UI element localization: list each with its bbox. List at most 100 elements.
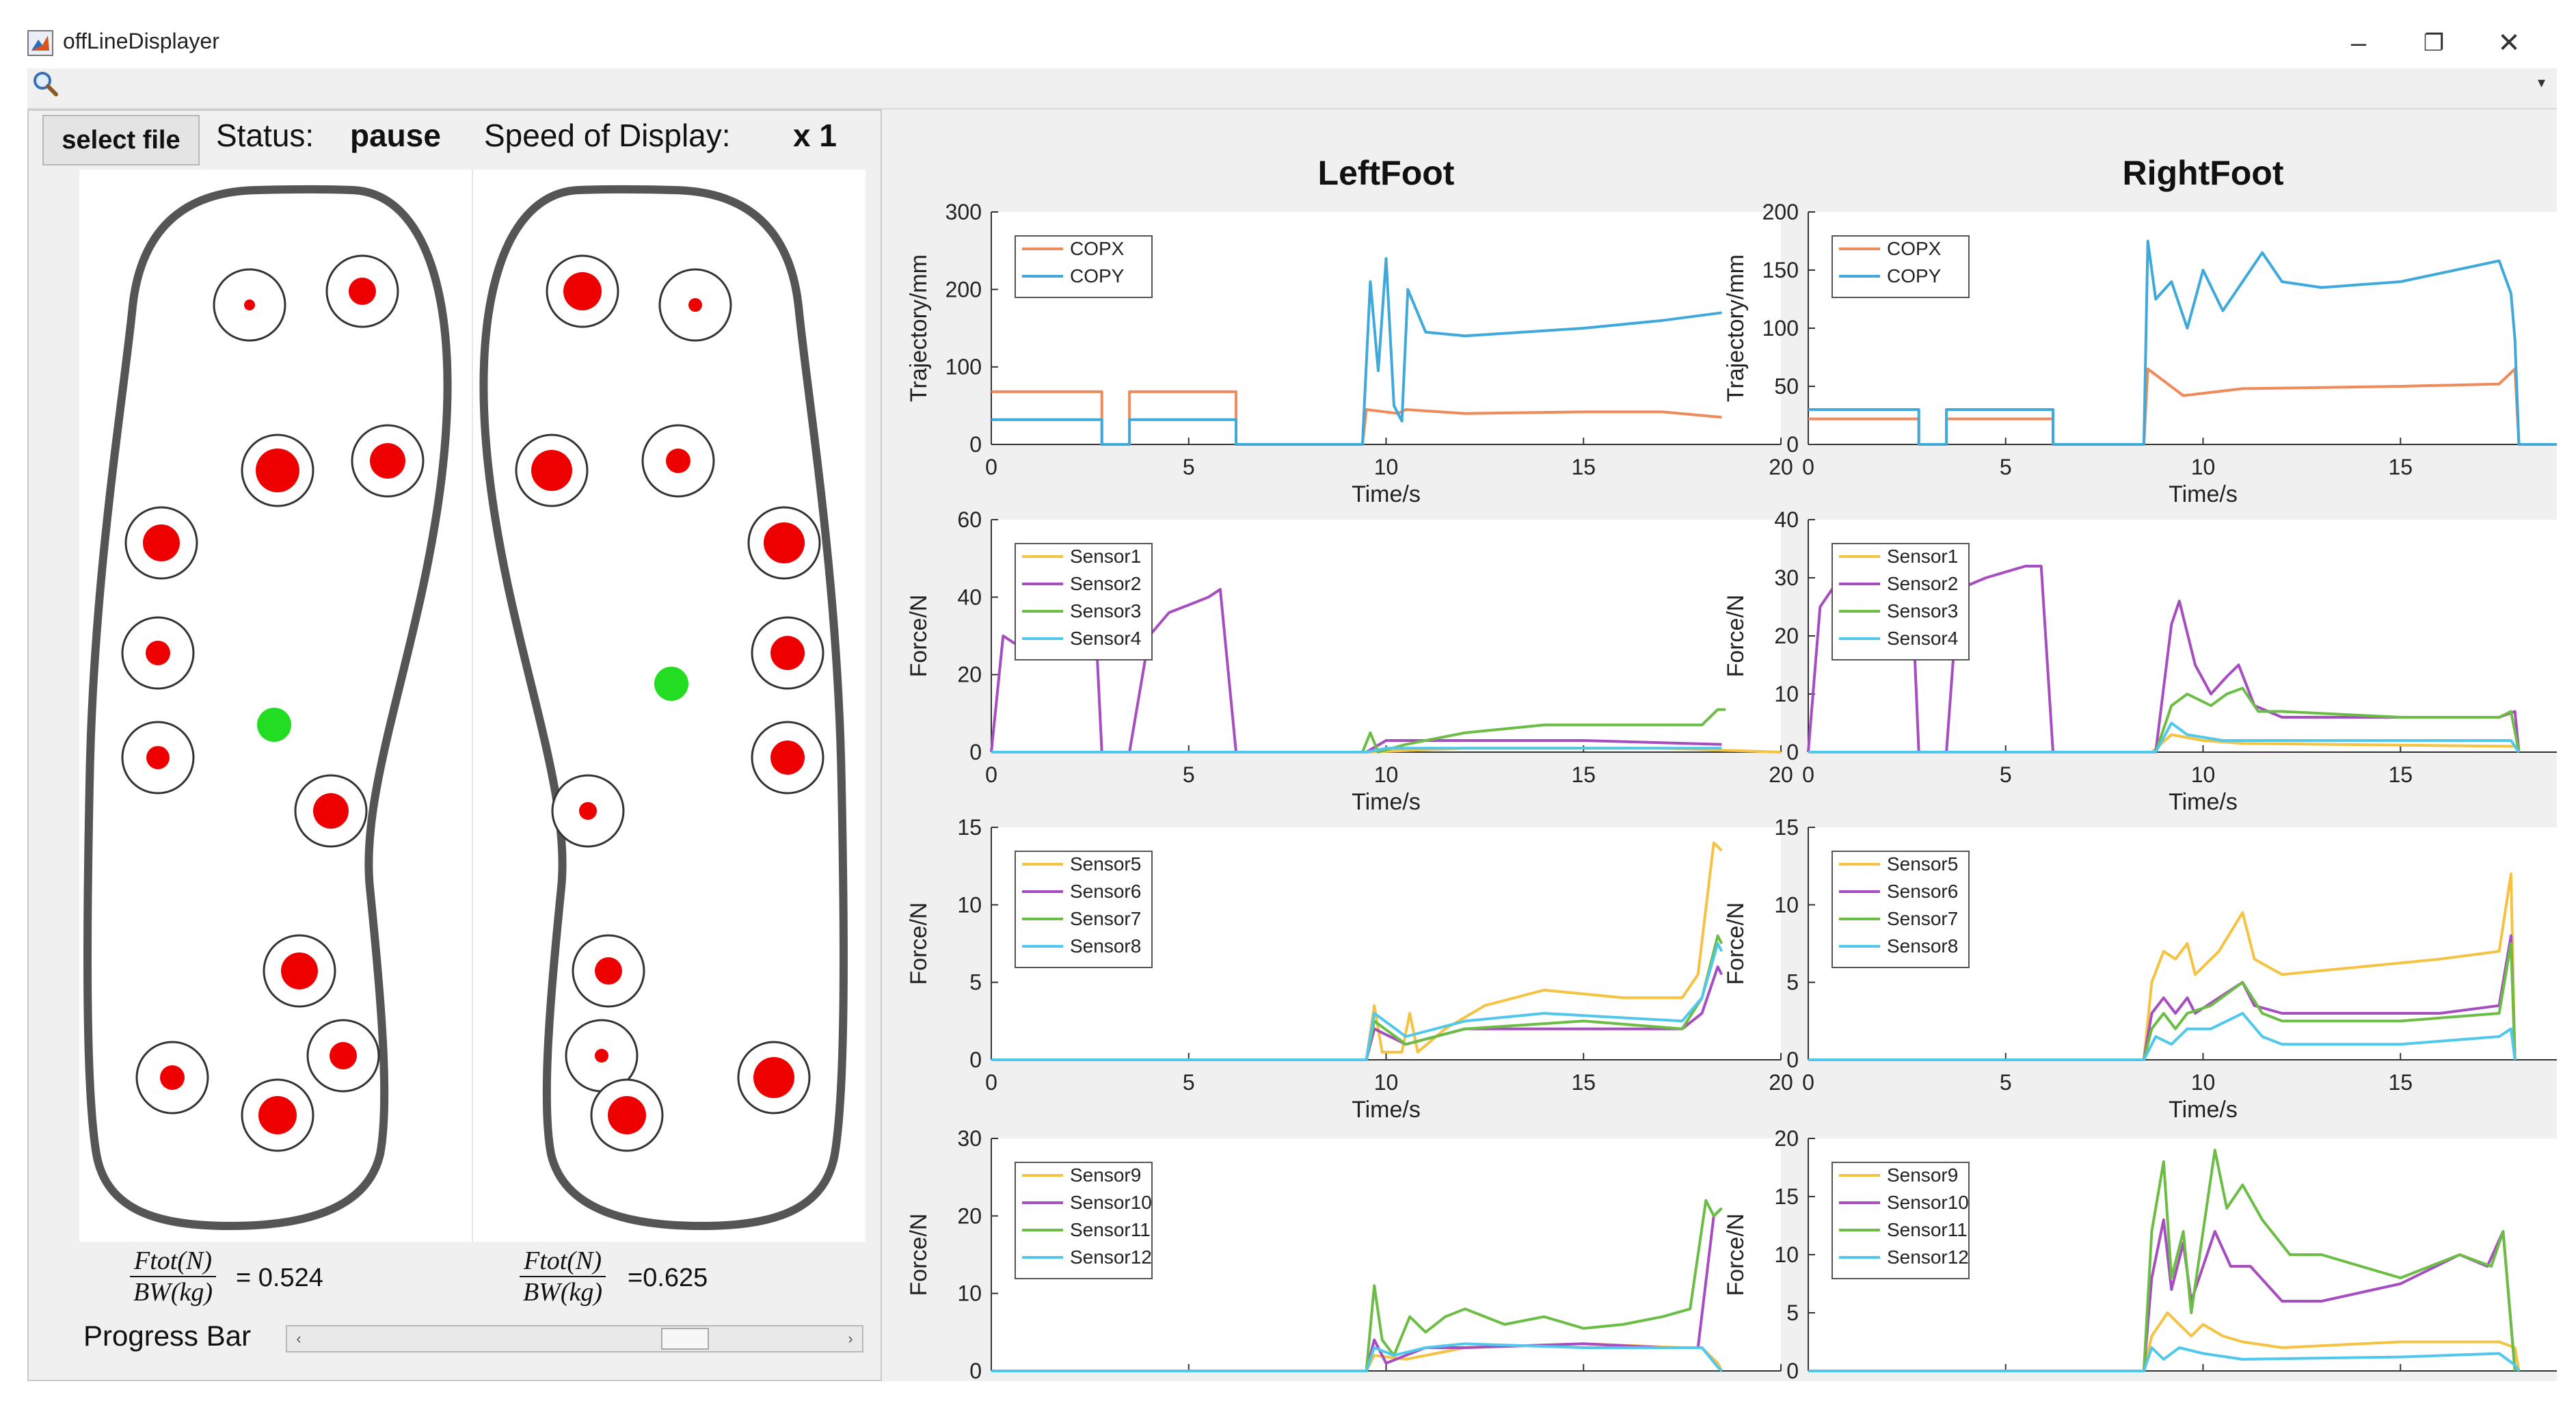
- right-ratio-fraction: Ftot(N) BW(kg): [520, 1246, 606, 1307]
- series-line-sensor8: [991, 942, 1723, 1061]
- restore-button[interactable]: ❐: [2413, 26, 2454, 60]
- zoom-icon[interactable]: [30, 68, 62, 100]
- sensor-pressure-dot: [531, 450, 572, 491]
- y-tick-label: 0: [1786, 432, 1799, 457]
- minimize-button[interactable]: –: [2338, 26, 2379, 60]
- right-insole-outline: [479, 185, 848, 1231]
- legend-box: [1015, 543, 1153, 661]
- figure-toolbar: [27, 68, 2557, 109]
- sensor-pressure-dot: [370, 443, 405, 479]
- slider-thumb[interactable]: [661, 1328, 710, 1350]
- sensor-pressure-dot: [349, 278, 376, 305]
- sensor-pressure-dot: [258, 1096, 297, 1134]
- y-axis-label: Force/N: [1723, 595, 1749, 678]
- chart-title: RightFoot: [2122, 154, 2283, 192]
- y-tick-label: 20: [1774, 1126, 1799, 1151]
- right-ratio-value: =0.625: [628, 1264, 708, 1292]
- left-cop-marker: [257, 708, 291, 742]
- y-tick-label: 20: [957, 1203, 982, 1228]
- y-tick-label: 0: [1786, 1048, 1799, 1072]
- legend-label: Sensor10: [1070, 1192, 1152, 1213]
- y-axis-label: Force/N: [1723, 1214, 1749, 1296]
- y-tick-label: 60: [957, 507, 982, 532]
- x-axis-label: Time/s: [1352, 1097, 1421, 1123]
- x-tick-label: 15: [2388, 455, 2413, 479]
- chart-left-1: 0 5 10 15 20 0 20 40 60 Time/s Force/N Sensor1 Senso…: [906, 507, 1793, 815]
- select-file-button[interactable]: select file: [42, 115, 200, 165]
- x-tick-label: 5: [2000, 1070, 2012, 1095]
- slider-right-arrow[interactable]: ›: [848, 1330, 853, 1347]
- sensor-pressure-dot: [595, 957, 622, 985]
- y-tick-label: 0: [969, 740, 982, 764]
- chart-left-3: 051015200102030Time/sForce/NSensor9Senso…: [906, 1126, 1782, 1381]
- legend-label: Sensor2: [1887, 573, 1958, 594]
- sensor-pressure-dot: [753, 1057, 794, 1098]
- x-tick-label: 0: [985, 762, 997, 787]
- x-tick-label: 20: [1769, 455, 1793, 479]
- series-line-copy: [991, 257, 1722, 446]
- sensor-pressure-dot: [146, 641, 170, 665]
- sensor-pressure-dot: [244, 299, 255, 310]
- sensor-pressure-dot: [143, 524, 180, 561]
- x-axis-label: Time/s: [2169, 789, 2238, 815]
- y-tick-label: 300: [945, 200, 982, 224]
- series-line-sensor9: [1808, 1311, 2521, 1372]
- ratio-numerator: Ftot(N): [520, 1246, 606, 1277]
- close-icon: ✕: [2497, 28, 2521, 58]
- legend-label: Sensor6: [1070, 881, 1141, 902]
- legend-label: Sensor5: [1070, 853, 1141, 875]
- title-bar: [0, 0, 2576, 68]
- window-title: offLineDisplayer: [63, 29, 219, 53]
- y-tick-label: 40: [1774, 507, 1799, 532]
- x-tick-label: 15: [1571, 1070, 1596, 1095]
- sensor-pressure-dot: [330, 1042, 357, 1069]
- series-line-sensor7: [1808, 942, 2517, 1061]
- series-line-sensor4: [991, 747, 1722, 753]
- sensor-pressure-dot: [563, 272, 602, 310]
- legend-box: [1832, 235, 1970, 298]
- left-insole-outline: [83, 185, 452, 1231]
- series-line-sensor10: [991, 1207, 1723, 1372]
- x-axis-label: Time/s: [1352, 481, 1421, 507]
- x-tick-label: 15: [1571, 762, 1596, 787]
- insole-divider: [472, 170, 473, 1242]
- legend-label: Sensor12: [1070, 1246, 1152, 1268]
- sensor-pressure-dot: [688, 298, 702, 312]
- legend-label: Sensor3: [1070, 600, 1141, 622]
- sensor-pressure-dot: [579, 802, 597, 820]
- x-tick-label: 15: [2388, 1070, 2413, 1095]
- chart-right-1: 05101520010203040Time/sForce/NSensor1Sen…: [1723, 507, 2557, 815]
- progress-slider[interactable]: ‹ ›: [286, 1325, 863, 1352]
- legend-label: COPY: [1887, 265, 1942, 286]
- y-tick-label: 10: [1774, 892, 1799, 917]
- x-tick-label: 10: [2191, 1070, 2216, 1095]
- ratio-numerator: Ftot(N): [130, 1246, 216, 1277]
- y-axis-label: Force/N: [906, 903, 932, 985]
- y-tick-label: 15: [1774, 815, 1799, 840]
- sensor-pressure-dot: [764, 522, 805, 563]
- progress-bar-label: Progress Bar: [83, 1320, 252, 1352]
- series-line-sensor5: [991, 841, 1723, 1061]
- restore-icon: ❐: [2423, 30, 2445, 56]
- legend-label: Sensor8: [1070, 935, 1141, 957]
- left-ratio-fraction: Ftot(N) BW(kg): [130, 1246, 216, 1307]
- legend-label: Sensor3: [1887, 600, 1958, 622]
- y-tick-label: 200: [1762, 200, 1799, 224]
- right-cop-marker: [654, 667, 688, 701]
- legend-label: Sensor5: [1887, 853, 1958, 875]
- x-tick-label: 0: [1802, 762, 1814, 787]
- x-tick-label: 10: [2191, 762, 2216, 787]
- slider-left-arrow[interactable]: ‹: [296, 1330, 301, 1347]
- legend-box: [1015, 235, 1153, 298]
- y-axis-label: Trajectory/mm: [1723, 254, 1749, 402]
- legend-box: [1832, 851, 1970, 968]
- y-axis-label: Force/N: [1723, 903, 1749, 985]
- ratio-denominator: BW(kg): [522, 1278, 603, 1307]
- sensor-pressure-dot: [160, 1065, 185, 1090]
- toolbar-menu-arrow[interactable]: ▾: [2538, 74, 2546, 91]
- x-axis-label: Time/s: [2169, 481, 2238, 507]
- x-axis-label: Time/s: [2169, 1097, 2238, 1123]
- matlab-app-icon: [27, 30, 53, 56]
- close-button[interactable]: ✕: [2488, 26, 2530, 60]
